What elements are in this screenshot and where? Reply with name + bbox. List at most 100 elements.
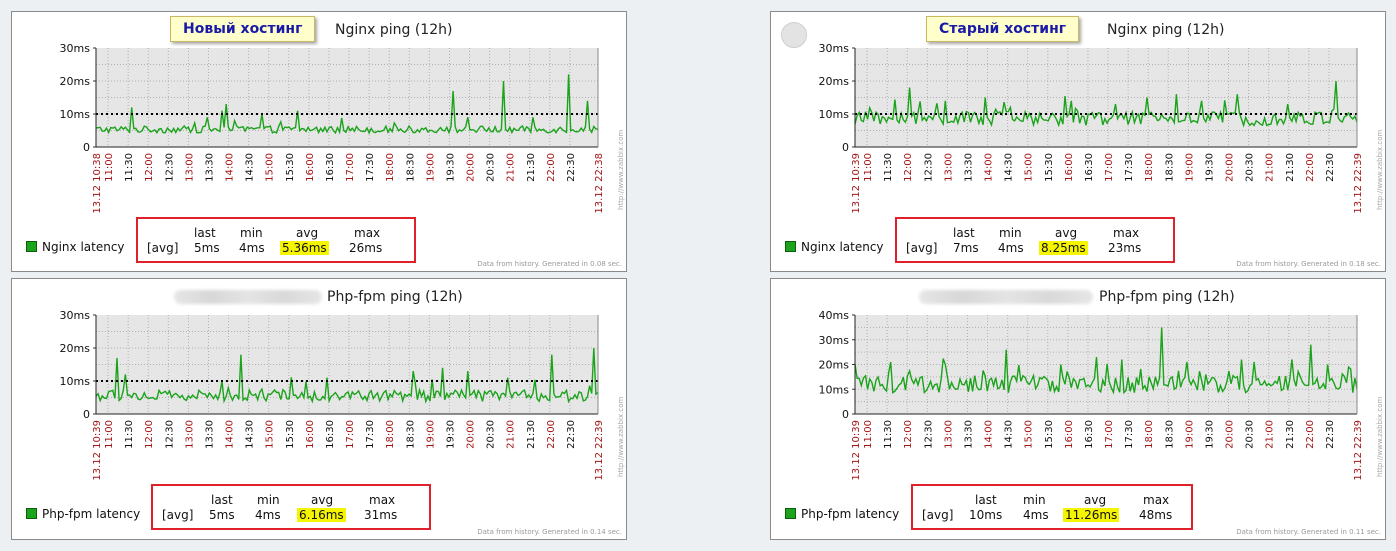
x-tick-label: 15:30 [285, 420, 296, 449]
x-tick-label: 21:30 [526, 420, 537, 449]
x-start-label: 13.12 10:39 [92, 420, 103, 481]
x-tick-label: 21:30 [526, 153, 537, 182]
x-tick-label: 17:00 [1104, 153, 1115, 182]
stats-avg: 6.16ms [297, 508, 346, 522]
chart-canvas: 0 10ms 20ms 30ms 11:00 11:30 12:00 12:30 13:00 13… [60, 309, 605, 481]
y-tick-label: 10ms [60, 375, 91, 388]
x-tick-label: 15:30 [1044, 153, 1055, 182]
plot-area [855, 48, 1357, 147]
stats-func: [avg] [162, 508, 194, 522]
x-tick-label: 19:00 [1184, 420, 1195, 449]
x-tick-label: 14:00 [984, 153, 995, 182]
x-tick-label: 18:00 [1144, 420, 1155, 449]
stats-max: 23ms [1108, 241, 1142, 255]
stats-header-min: min [257, 493, 280, 507]
x-tick-label: 20:00 [466, 420, 477, 449]
x-tick-label: 13:00 [184, 420, 195, 449]
x-tick-label: 12:30 [923, 153, 934, 182]
stats-table: last min avg max [avg] 5ms 4ms 6.16ms 31… [151, 484, 431, 530]
stats-header-last: last [953, 226, 975, 240]
x-tick-label: 18:30 [405, 420, 416, 449]
x-tick-label: 20:30 [1245, 153, 1256, 182]
x-tick-label: 15:00 [1024, 420, 1035, 449]
x-tick-label: 22:30 [1325, 153, 1336, 182]
x-tick-label: 14:30 [245, 153, 256, 182]
y-tick-label: 0 [842, 141, 849, 154]
stats-func: [avg] [906, 241, 938, 255]
x-end-label: 13.12 22:38 [594, 153, 605, 214]
stats-min: 4ms [255, 508, 281, 522]
legend-item: Php-fpm latency [785, 507, 899, 521]
chart-panel-nginx-old: 0 10ms 20ms 30ms 11:00 11:30 12:00 12:30 13:00 13… [770, 11, 1386, 272]
x-tick-label: 22:00 [546, 420, 557, 449]
stats-max: 31ms [364, 508, 398, 522]
x-tick-label: 13:30 [204, 420, 215, 449]
x-tick-label: 15:00 [265, 420, 276, 449]
x-tick-label: 17:30 [1124, 153, 1135, 182]
stats-header-max: max [354, 226, 381, 240]
x-tick-label: 13:00 [184, 153, 195, 182]
x-tick-label: 20:30 [486, 420, 497, 449]
x-tick-label: 22:30 [1325, 420, 1336, 449]
x-tick-label: 15:00 [265, 153, 276, 182]
y-tick-label: 20ms [819, 75, 850, 88]
x-tick-label: 22:00 [546, 153, 557, 182]
chart-title: Php-fpm ping (12h) [1099, 289, 1235, 305]
zabbix-logo-icon [781, 22, 807, 48]
hosting-badge: Новый хостинг [170, 16, 316, 42]
x-tick-label: 20:30 [486, 153, 497, 182]
x-tick-label: 14:00 [225, 153, 236, 182]
x-tick-label: 21:00 [506, 153, 517, 182]
x-tick-label: 19:00 [1184, 153, 1195, 182]
x-tick-label: 20:00 [1225, 420, 1236, 449]
x-tick-label: 17:00 [345, 153, 356, 182]
chart-footnote: Data from history. Generated in 0.08 sec… [477, 260, 622, 268]
x-tick-label: 11:30 [124, 420, 135, 449]
x-tick-label: 21:30 [1285, 153, 1296, 182]
x-tick-label: 14:00 [225, 420, 236, 449]
x-tick-label: 22:30 [566, 153, 577, 182]
legend-item: Php-fpm latency [26, 507, 140, 521]
series-line [95, 74, 599, 135]
stats-func: [avg] [147, 241, 179, 255]
x-tick-label: 17:30 [365, 420, 376, 449]
chart-title: Nginx ping (12h) [335, 22, 453, 38]
y-tick-label: 20ms [819, 359, 850, 372]
x-tick-label: 12:30 [164, 153, 175, 182]
blurred-hostname [174, 290, 322, 304]
stats-highlight-box [895, 217, 1175, 263]
stats-header-max: max [1143, 493, 1170, 507]
chart-canvas: 0 10ms 20ms 30ms 11:00 11:30 12:00 12:30 13:00 13… [819, 42, 1364, 214]
stats-avg: 8.25ms [1039, 241, 1088, 255]
chart-panel-phpfpm-old: 0 10ms 20ms 30ms 40ms 11:00 11:30 12:00 12:30 13:… [770, 278, 1386, 540]
x-tick-label: 22:00 [1305, 153, 1316, 182]
x-tick-label: 17:30 [1124, 420, 1135, 449]
x-tick-label: 12:30 [164, 420, 175, 449]
x-tick-label: 15:30 [285, 153, 296, 182]
x-tick-label: 11:00 [104, 420, 115, 449]
x-tick-label: 19:30 [1204, 153, 1215, 182]
x-tick-label: 16:00 [305, 420, 316, 449]
x-tick-label: 16:00 [1064, 420, 1075, 449]
x-tick-label: 18:00 [1144, 153, 1155, 182]
stats-header-last: last [975, 493, 997, 507]
x-start-label: 13.12 10:39 [851, 153, 862, 214]
x-tick-label: 16:00 [305, 153, 316, 182]
y-tick-label: 30ms [819, 42, 850, 55]
x-tick-label: 15:30 [1044, 420, 1055, 449]
y-tick-label: 0 [83, 141, 90, 154]
stats-last: 5ms [194, 241, 220, 255]
x-tick-label: 12:00 [903, 420, 914, 449]
chart-panel-nginx-new: 0 10ms 20ms 30ms 11:00 11:30 12:00 12:30 13:00 13… [11, 11, 627, 272]
stats-max: 48ms [1139, 508, 1173, 522]
y-tick-label: 30ms [60, 42, 91, 55]
x-tick-label: 19:00 [425, 153, 436, 182]
stats-max: 26ms [349, 241, 383, 255]
y-tick-label: 0 [842, 408, 849, 421]
x-tick-label: 19:30 [1204, 420, 1215, 449]
y-tick-label: 10ms [819, 108, 850, 121]
stats-header-max: max [1113, 226, 1140, 240]
chart-title: Php-fpm ping (12h) [327, 289, 463, 305]
y-tick-label: 20ms [60, 342, 91, 355]
legend-swatch [785, 241, 796, 252]
